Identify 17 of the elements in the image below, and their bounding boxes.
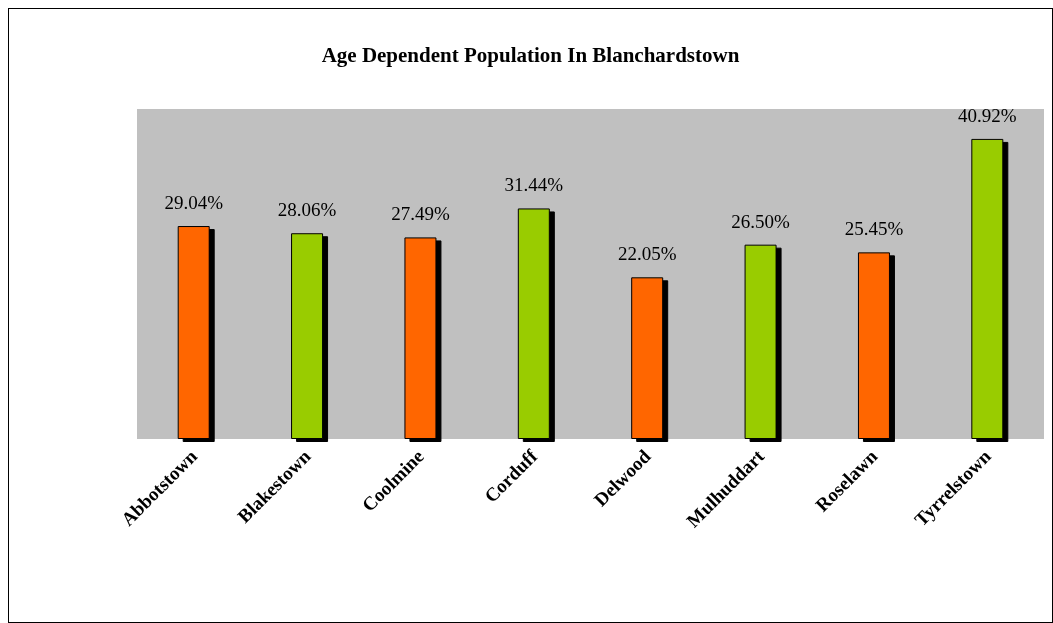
chart-title: Age Dependent Population In Blanchardstown [321,42,740,67]
bar [291,233,324,439]
data-label: 25.45% [844,218,904,240]
data-label: 22.05% [617,243,677,265]
data-label: 31.44% [504,174,564,196]
bar [404,237,437,439]
data-label: 27.49% [391,203,450,225]
bar [857,252,890,439]
bar [631,277,664,439]
data-label: 28.06% [277,199,337,221]
data-label: 40.92% [958,104,1017,126]
bar [177,226,210,439]
bar [744,244,777,439]
bar [517,208,550,439]
data-label: 29.04% [164,192,224,214]
data-label: 26.50% [731,210,791,232]
bar [971,138,1004,439]
